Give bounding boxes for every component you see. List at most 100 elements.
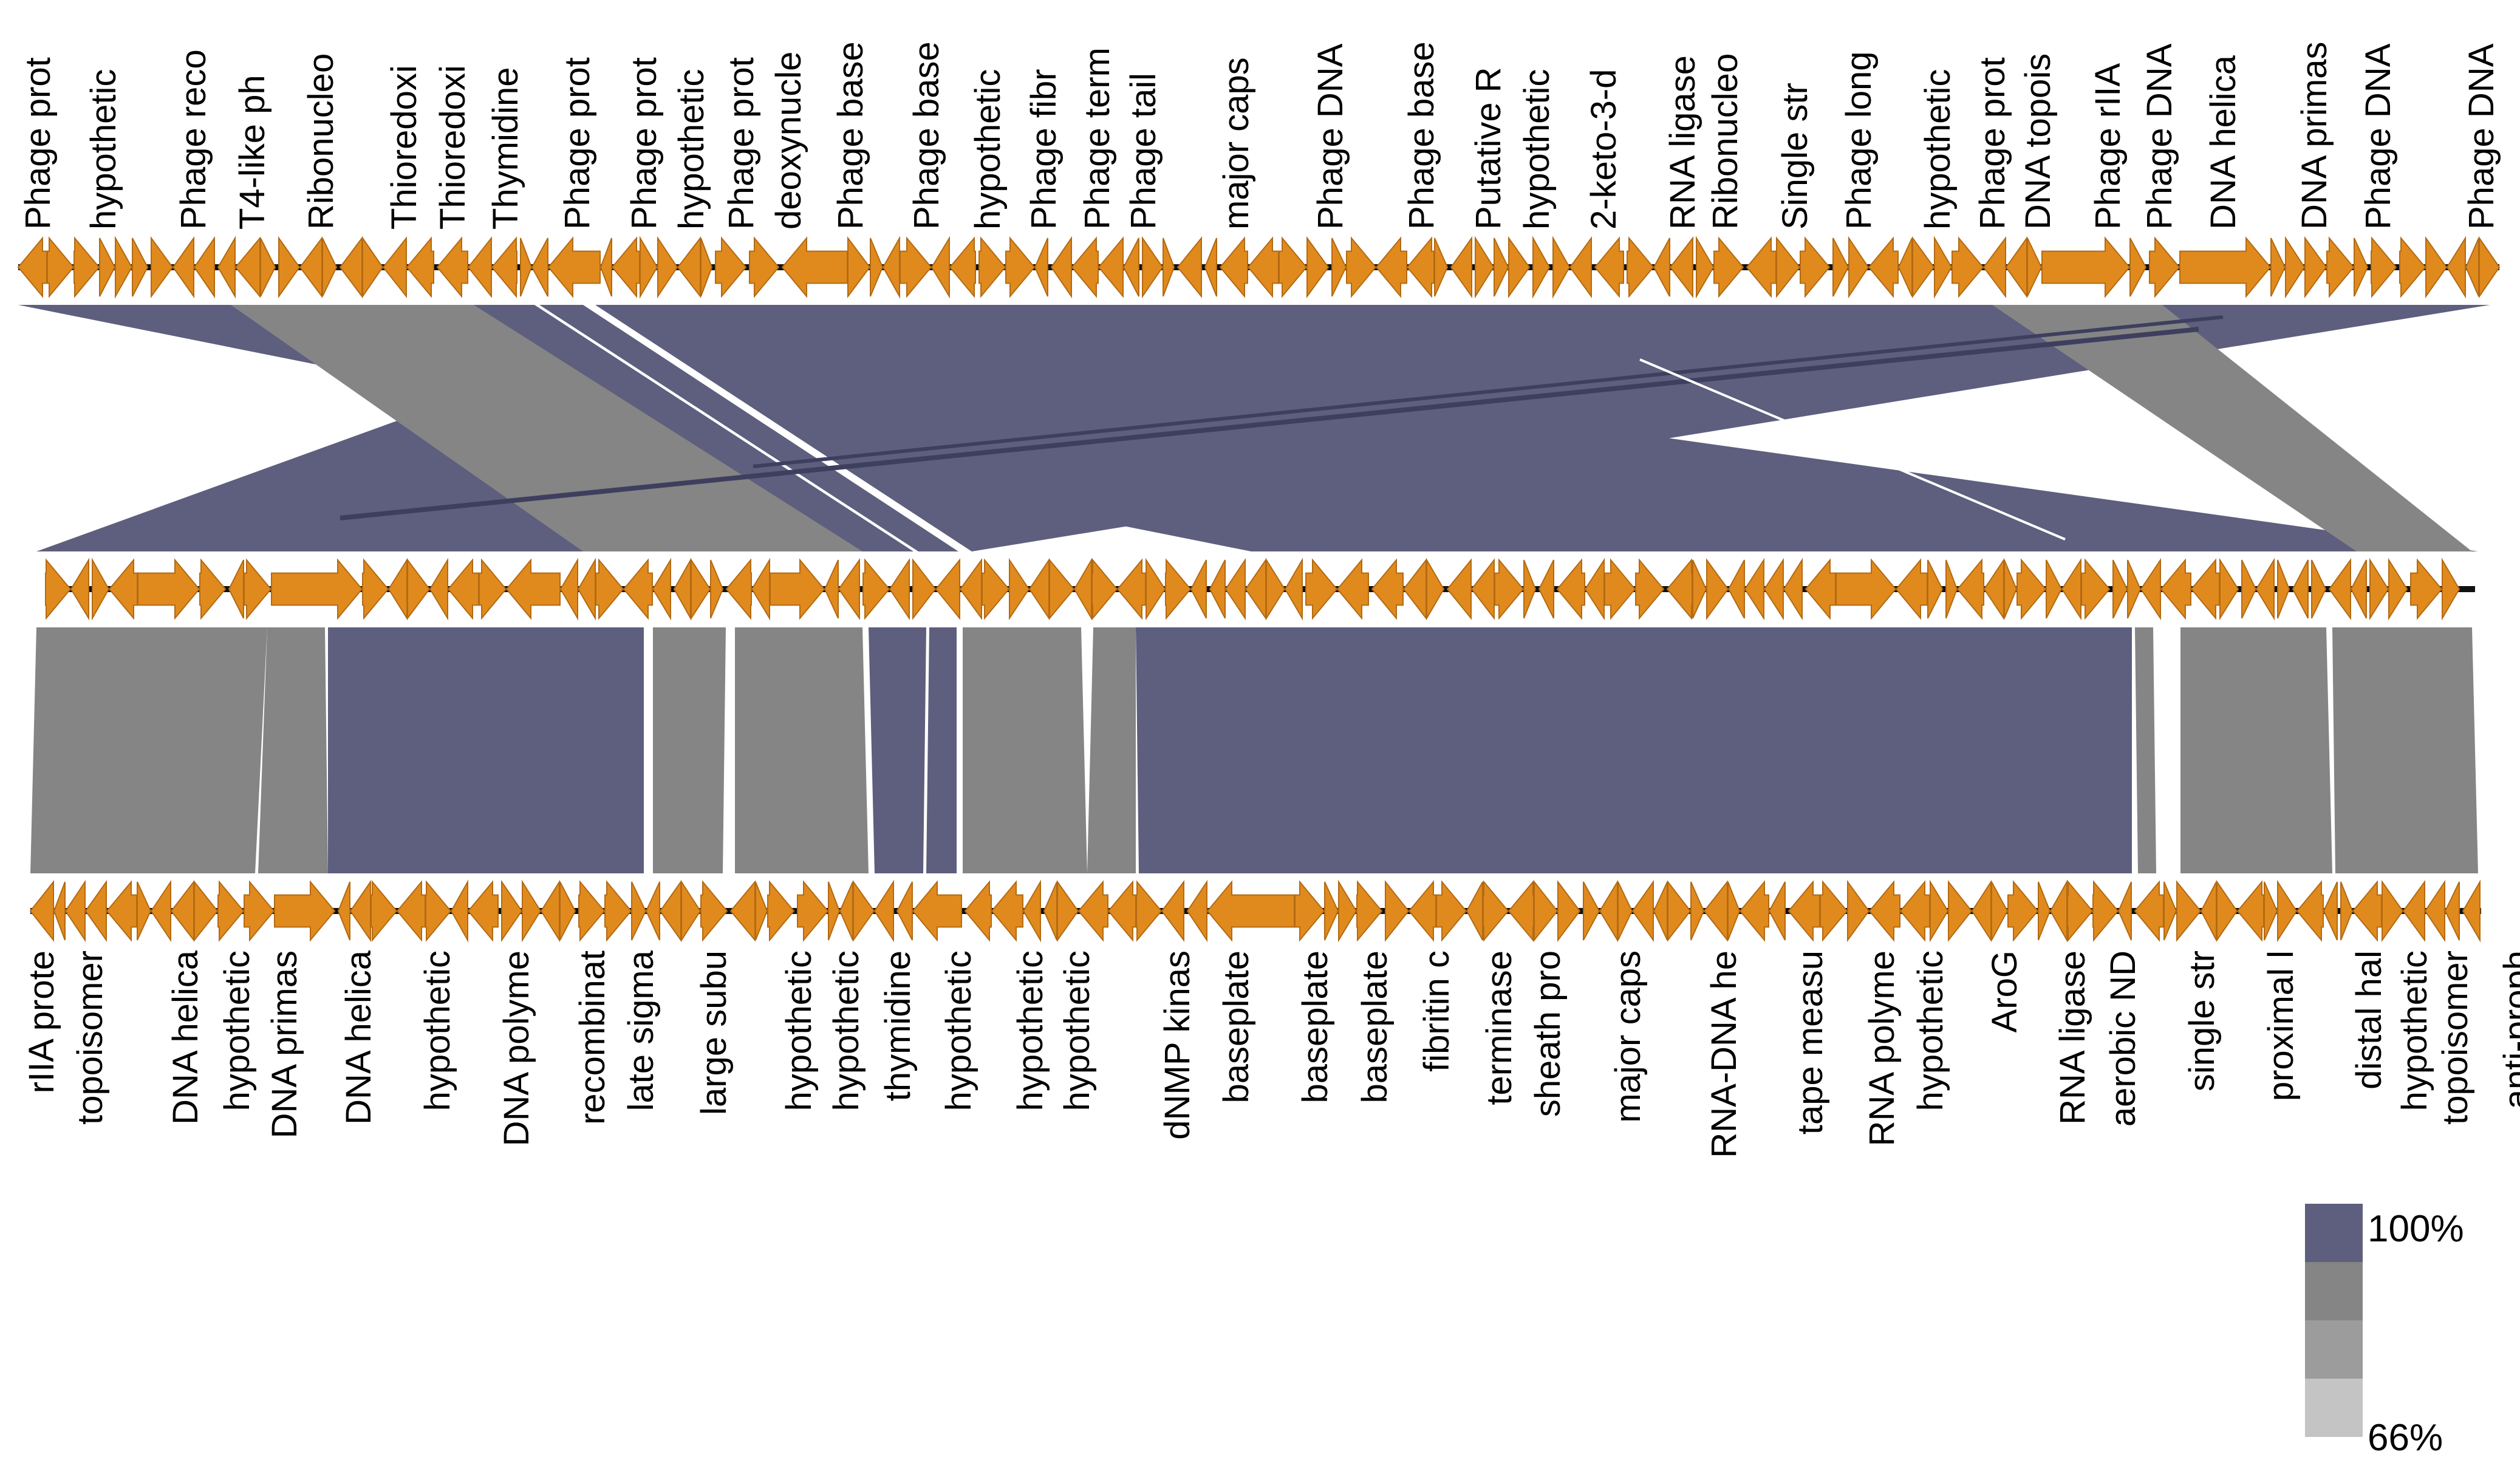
top-track-gene [1071, 236, 1099, 298]
top-gene-label: hypothetic [672, 69, 711, 230]
bottom-gene-label: DNA helica [166, 950, 205, 1125]
bottom-track-gene [1617, 881, 1633, 941]
bottom-track-gene [1508, 880, 1534, 942]
bottom-track-gene [1534, 880, 1559, 942]
top-gene-label: T4-like ph [233, 75, 272, 230]
top-track-gene [1897, 237, 1913, 297]
bottom-track-gene [2236, 880, 2264, 942]
middle-track-gene [2442, 558, 2460, 621]
bottom-track-gene [337, 881, 350, 941]
middle-track-gene [70, 558, 89, 621]
bottom-track-gene [1948, 880, 1973, 942]
top-track-gene [1627, 236, 1654, 298]
bottom-gene-label: baseplate [1217, 950, 1256, 1104]
top-track-gene [547, 236, 601, 298]
top-track-gene [1508, 236, 1531, 299]
top-gene-label: Single str [1775, 83, 1815, 230]
middle-track-gene [2292, 559, 2309, 619]
bottom-track-gene [1186, 879, 1207, 943]
top-track-gene [436, 236, 468, 298]
gene-labels-top: Phage prot hypothetic Phage reco T4-like ph… [18, 41, 2501, 230]
bottom-track-gene [2382, 879, 2404, 943]
bottom-track-gene [964, 880, 992, 942]
genome-track-top [17, 236, 2501, 299]
bottom-track-gene [2352, 880, 2382, 942]
top-track-gene [193, 236, 215, 299]
bottom-gene-label: hypothetic [1011, 950, 1050, 1111]
middle-track-gene [1245, 558, 1266, 621]
middle-track-gene [2004, 559, 2018, 619]
top-track-gene [382, 236, 407, 298]
middle-track-gene [691, 558, 711, 621]
bottom-gene-label: hypothetic [939, 950, 978, 1111]
top-track-gene [1594, 236, 1624, 298]
bottom-track-gene [84, 879, 107, 943]
middle-track-gene [1706, 558, 1729, 621]
middle-track-gene [1371, 558, 1404, 620]
middle-track-gene [2190, 558, 2220, 620]
top-track-gene [2041, 236, 2131, 298]
top-track-gene [234, 236, 261, 298]
top-gene-label: Phage base [831, 41, 870, 230]
bottom-track-gene [1599, 879, 1618, 943]
top-track-gene [1713, 236, 1744, 298]
bottom-track-gene [501, 879, 523, 943]
top-track-gene [2270, 237, 2286, 297]
bottom-track-gene [1820, 880, 1848, 942]
middle-track-gene [1927, 559, 1944, 619]
bottom-track-gene [1043, 881, 1057, 941]
middle-track-gene [1556, 558, 1585, 620]
legend-swatch-88 [2305, 1262, 2363, 1320]
middle-track-gene [2160, 558, 2191, 620]
bottom-track-gene [2323, 881, 2338, 941]
middle-track-gene [1494, 558, 1525, 620]
bottom-track-gene [2296, 880, 2324, 942]
top-track-gene [847, 236, 871, 298]
bottom-track-gene [729, 880, 756, 942]
middle-track-gene [652, 558, 671, 621]
synteny-links-top-middle [18, 305, 2490, 551]
top-track-gene [2354, 237, 2369, 297]
middle-track-gene [2255, 558, 2275, 621]
top-track-gene [322, 237, 338, 297]
middle-track-gene [1146, 558, 1166, 621]
middle-track-gene [559, 558, 578, 621]
top-track-gene [172, 236, 194, 299]
bottom-gene-label: distal hal [2349, 950, 2389, 1090]
bottom-track-gene [1847, 879, 1870, 943]
bottom-gene-label: baseplate [1296, 950, 1335, 1104]
top-gene-label: Phage term [1077, 47, 1117, 230]
bottom-track-gene [1583, 881, 1600, 941]
bottom-track-gene [2163, 881, 2177, 941]
top-track-gene [1848, 236, 1870, 299]
top-track-gene [2179, 236, 2272, 298]
middle-track-gene [1763, 558, 1784, 621]
top-track-gene [1176, 236, 1202, 298]
bottom-track-gene [425, 880, 452, 942]
top-track-gene [1552, 236, 1571, 299]
synteny-block-b12 [2180, 627, 2332, 873]
middle-track-gene [108, 558, 138, 620]
bottom-track-gene [1727, 881, 1741, 941]
top-gene-label: deoxynucle [769, 52, 808, 230]
top-track-gene [2465, 237, 2479, 297]
middle-track-gene [1523, 559, 1537, 619]
top-track-gene [930, 236, 950, 299]
middle-track-gene [1305, 558, 1338, 620]
synteny-gap-t2 [534, 305, 918, 551]
middle-track-gene [1402, 558, 1427, 620]
middle-track-gene [1783, 558, 1803, 621]
top-track-gene [1912, 236, 1935, 299]
top-track-gene [677, 236, 701, 298]
middle-track-gene [710, 559, 724, 619]
bottom-track-gene [2444, 881, 2460, 941]
top-gene-label: Phage DNA [2462, 43, 2501, 230]
bottom-gene-label: hypothetic [2395, 950, 2434, 1111]
middle-track-gene [2328, 558, 2351, 621]
bottom-gene-label: hypothetic [1911, 950, 1950, 1111]
middle-track-gene [2140, 558, 2161, 621]
middle-track-gene [912, 558, 937, 620]
bottom-track-gene [64, 879, 86, 943]
bottom-track-gene [29, 880, 54, 942]
top-track-gene [1832, 237, 1849, 297]
